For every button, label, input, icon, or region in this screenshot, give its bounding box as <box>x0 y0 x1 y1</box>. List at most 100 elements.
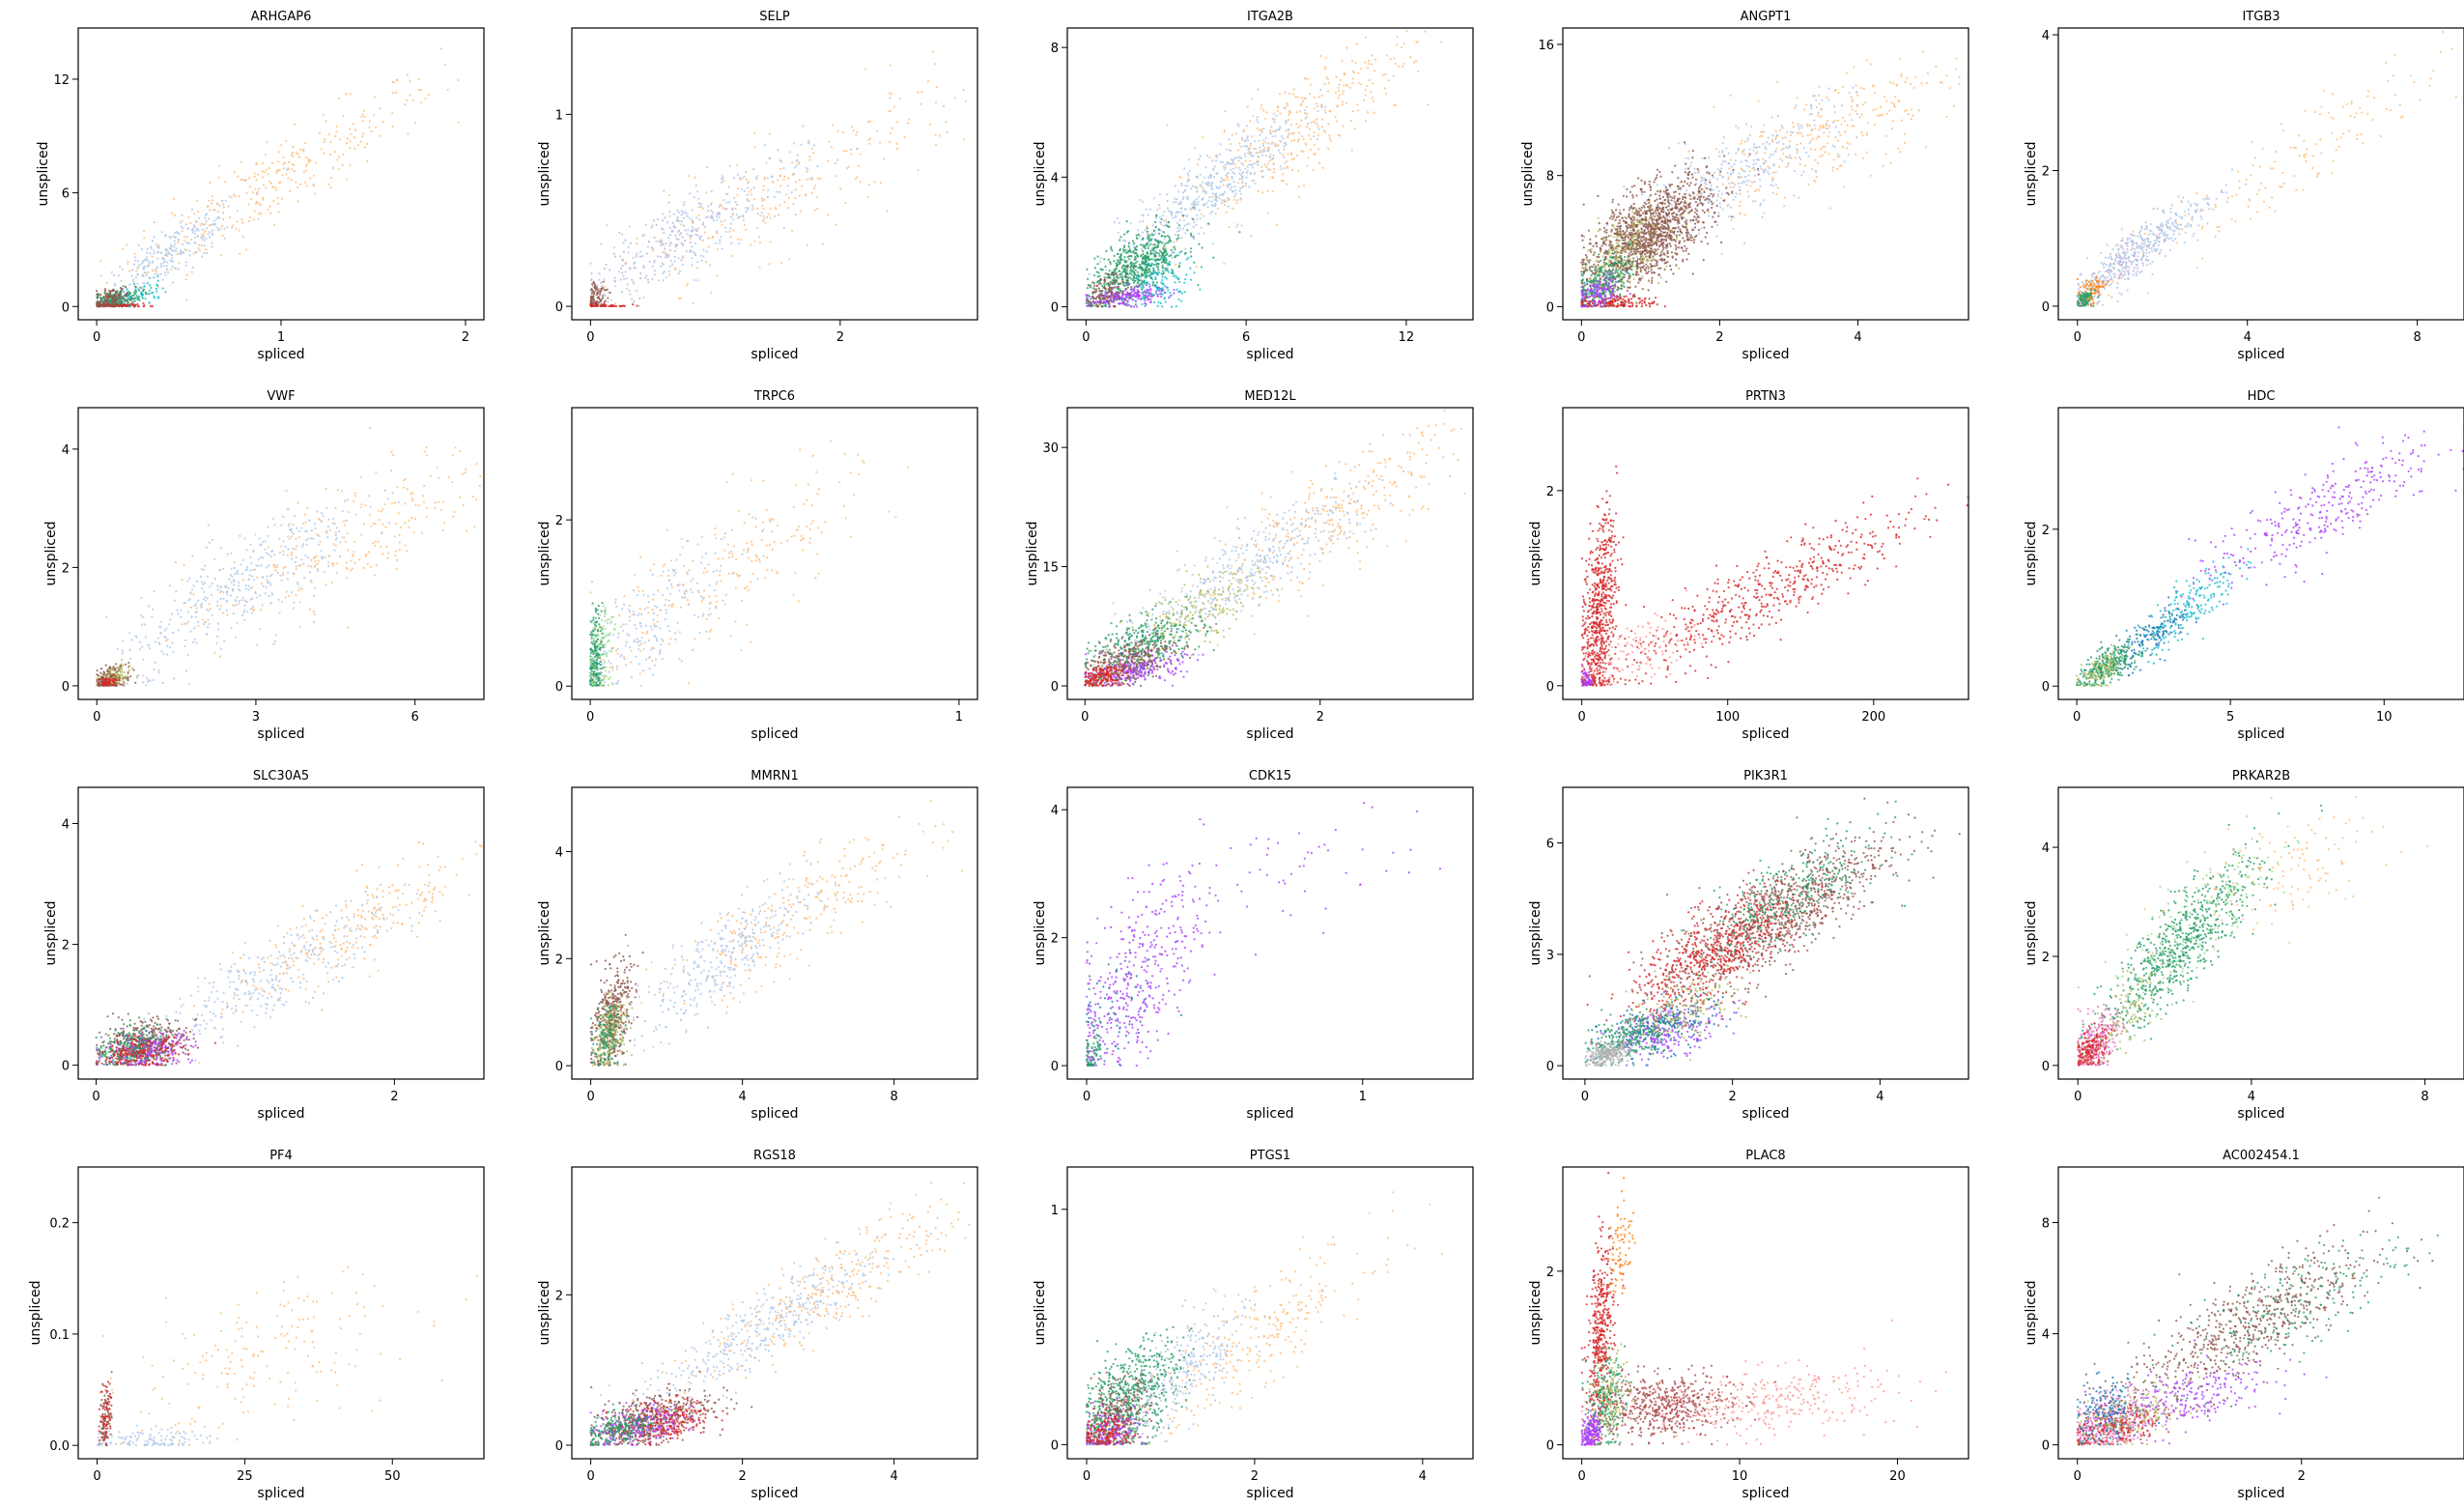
point-arhgap6-c0 <box>349 164 352 167</box>
point-selp-c1 <box>654 270 657 272</box>
point-arhgap6-c0 <box>278 181 281 185</box>
point-angpt1-c2 <box>1656 168 1658 171</box>
point-selp-c3 <box>597 289 600 292</box>
point-itga2b-c0 <box>1286 166 1289 169</box>
point-angpt1-c0 <box>1811 137 1815 140</box>
point-itga2b-c1 <box>1241 178 1244 181</box>
point-selp-c1 <box>729 222 732 225</box>
point-arhgap6-c5 <box>124 285 127 289</box>
point-itga2b-c1 <box>1261 154 1264 156</box>
point-itga2b-c1 <box>1232 157 1235 160</box>
point-selp-c0 <box>705 191 708 194</box>
point-selp-c0 <box>920 90 923 94</box>
point-selp-c1 <box>676 215 679 218</box>
point-itga2b-c1 <box>1199 173 1202 176</box>
point-angpt1-c1 <box>1748 148 1751 151</box>
point-angpt1-c1 <box>1776 133 1779 137</box>
point-itga2b-c1 <box>1203 214 1205 217</box>
point-itga2b-c0 <box>1278 93 1282 96</box>
point-angpt1-c1 <box>1759 165 1762 168</box>
point-arhgap6-c3 <box>155 287 157 291</box>
point-arhgap6-c0 <box>334 134 337 138</box>
point-selp-c1 <box>668 234 672 237</box>
point-itga2b-c1 <box>1246 165 1249 168</box>
point-angpt1-c1 <box>1721 150 1724 153</box>
point-angpt1-c1 <box>1717 212 1720 214</box>
point-selp-c0 <box>812 186 816 189</box>
point-itga2b-c0 <box>1223 204 1227 207</box>
point-selp-c0 <box>917 91 920 94</box>
point-itga2b-c1 <box>1221 179 1224 182</box>
point-selp-c1 <box>635 289 638 292</box>
point-arhgap6-c0 <box>184 299 188 301</box>
point-angpt1-c2 <box>1723 155 1726 157</box>
point-arhgap6-c1 <box>184 248 186 251</box>
point-angpt1-c0 <box>1865 151 1868 154</box>
point-angpt1-c0 <box>1850 96 1853 99</box>
point-angpt1-c1 <box>1792 131 1795 134</box>
point-arhgap6-c0 <box>323 140 326 143</box>
point-selp-c2 <box>677 229 681 232</box>
point-angpt1-c0 <box>1793 194 1796 197</box>
point-selp-c0 <box>759 214 762 217</box>
point-angpt1-c0 <box>1816 161 1819 165</box>
point-angpt1-c0 <box>1798 131 1800 134</box>
point-arhgap6-c1 <box>130 274 133 277</box>
point-angpt1-c0 <box>1906 109 1909 112</box>
point-arhgap6-c1 <box>164 273 167 276</box>
point-itga2b-c0 <box>1272 171 1275 174</box>
point-selp-c0 <box>745 170 748 174</box>
point-itga2b-c0 <box>1383 87 1386 90</box>
point-angpt1-c2 <box>1675 203 1678 206</box>
point-arhgap6-c0 <box>324 138 326 141</box>
point-selp-c4 <box>614 304 618 307</box>
point-selp-c0 <box>808 178 811 181</box>
point-arhgap6-c0 <box>327 183 330 185</box>
point-arhgap6-c0 <box>244 248 247 251</box>
point-itga2b-c3 <box>1136 289 1139 292</box>
point-selp-c0 <box>892 105 896 108</box>
point-itga2b-c0 <box>1396 35 1399 39</box>
point-arhgap6-c0 <box>345 178 349 181</box>
point-itga2b-c0 <box>1260 165 1263 168</box>
point-angpt1-c0 <box>1767 165 1770 168</box>
point-selp-c1 <box>673 249 677 253</box>
point-selp-c1 <box>856 148 859 151</box>
point-itga2b-c0 <box>1175 263 1177 267</box>
point-itga2b-c1 <box>1186 172 1189 175</box>
point-arhgap6-c3 <box>148 276 151 279</box>
point-arhgap6-c0 <box>185 273 188 276</box>
point-itga2b-c1 <box>1180 185 1183 187</box>
point-angpt1-c0 <box>1757 188 1761 191</box>
point-selp-c2 <box>701 223 705 226</box>
point-itga2b-c0 <box>1370 91 1373 94</box>
point-itga2b-c1 <box>1117 231 1119 234</box>
point-arhgap6-c5 <box>104 299 107 302</box>
point-itga2b-c3 <box>1138 284 1141 287</box>
point-angpt1-c1 <box>1700 180 1703 183</box>
point-selp-c1 <box>741 177 744 180</box>
point-itga2b-c2 <box>1193 261 1196 264</box>
point-itga2b-c3 <box>1145 302 1147 306</box>
point-arhgap6-c5 <box>99 293 102 296</box>
point-itga2b-c2 <box>1212 256 1215 259</box>
point-angpt1-c2 <box>1643 181 1647 184</box>
point-arhgap6-c1 <box>114 284 117 287</box>
point-arhgap6-c1 <box>181 213 184 216</box>
point-itga2b-c4 <box>1184 278 1187 281</box>
point-angpt1-c1 <box>1720 163 1723 166</box>
point-angpt1-c0 <box>1822 127 1825 129</box>
point-itga2b-c4 <box>1167 264 1170 267</box>
point-itga2b-c1 <box>1324 111 1327 114</box>
point-selp-c2 <box>623 277 626 280</box>
point-angpt1-c0 <box>1849 113 1852 116</box>
point-arhgap6-c0 <box>198 243 201 246</box>
point-itga2b-c2 <box>1123 244 1126 247</box>
points-selp <box>589 50 967 308</box>
point-angpt1-c1 <box>1840 104 1843 107</box>
point-arhgap6-c1 <box>207 233 210 236</box>
point-itga2b-c0 <box>1286 101 1289 105</box>
point-itga2b-c5 <box>1101 289 1104 292</box>
point-angpt1-c1 <box>1761 215 1764 219</box>
point-itga2b-c2 <box>1129 271 1132 274</box>
